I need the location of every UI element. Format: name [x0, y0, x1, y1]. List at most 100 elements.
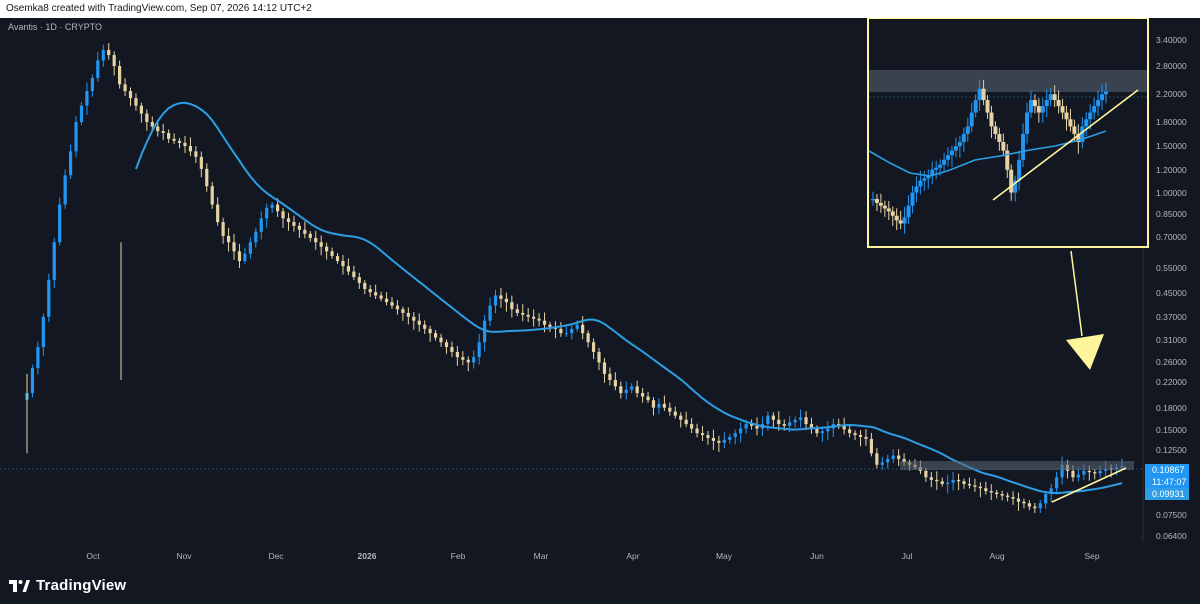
- candle-body: [771, 415, 775, 420]
- candle-body: [417, 320, 421, 325]
- candle-body: [68, 151, 73, 176]
- candle-body: [363, 282, 367, 290]
- candle-body: [717, 440, 721, 443]
- inset-candle-body: [1068, 119, 1073, 127]
- candle-body: [379, 295, 383, 299]
- candle-body: [956, 479, 961, 482]
- candle-body: [869, 438, 874, 454]
- inset-candle-body: [977, 88, 982, 101]
- inset-candle-body: [1021, 133, 1026, 160]
- y-tick-label: 1.00000: [1156, 188, 1187, 198]
- inset-candle-body: [1044, 100, 1049, 107]
- time-axis[interactable]: Oct Nov Dec 2026 Feb Mar Apr May Jun Jul Aug Sep: [86, 551, 1099, 561]
- candle-body: [439, 337, 443, 343]
- inset-candle-body: [1032, 100, 1037, 107]
- y-tick-label: 1.80000: [1156, 117, 1187, 127]
- y-tick-label: 0.22000: [1156, 377, 1187, 387]
- candle-body: [1005, 495, 1010, 498]
- candle-body: [564, 333, 568, 335]
- inset-resistance-zone: [869, 70, 1147, 92]
- inset-candle-body: [930, 169, 935, 176]
- candle-body: [314, 237, 318, 243]
- price-axis[interactable]: 3.40000 2.80000 2.20000 1.80000 1.50000 1.200…: [1156, 35, 1187, 541]
- candle-body: [172, 138, 176, 141]
- candle-body: [412, 316, 416, 321]
- candle-body: [1098, 470, 1102, 474]
- candle-body: [646, 396, 650, 401]
- candle-body: [1027, 503, 1031, 507]
- inset-candle-body: [1088, 112, 1093, 120]
- y-tick-label: 1.50000: [1156, 141, 1187, 151]
- price-chart[interactable]: Avantis · 1D · CRYPTO 3.40000 2.80000 2.20…: [0, 18, 1200, 568]
- candle-body: [79, 105, 84, 123]
- candle-body: [248, 242, 252, 254]
- candle-body: [804, 417, 808, 425]
- candle-body: [330, 251, 334, 257]
- candle-body: [679, 415, 683, 420]
- candle-body: [902, 458, 906, 463]
- footer: TradingView: [0, 568, 1200, 604]
- candle-body: [205, 168, 209, 187]
- candle-body: [134, 98, 138, 106]
- candle-body: [597, 351, 601, 363]
- inset-candle-body: [894, 215, 899, 221]
- candle-body: [450, 346, 454, 352]
- candle-body: [319, 242, 323, 247]
- candle-body: [281, 211, 285, 219]
- inset-candle-body: [874, 198, 879, 203]
- candle-body: [591, 342, 596, 352]
- inset-candle-body: [890, 211, 895, 216]
- candle-body: [139, 105, 144, 114]
- candle-body: [886, 458, 890, 463]
- candle-body: [455, 351, 459, 358]
- inset-candle-body: [871, 198, 875, 201]
- candle-body: [1087, 470, 1091, 473]
- inset-candle-body: [1104, 91, 1108, 95]
- candle-body: [521, 312, 525, 315]
- candle-body: [499, 295, 503, 299]
- inset-candle-body: [969, 112, 974, 127]
- y-tick-label: 2.80000: [1156, 61, 1187, 71]
- x-tick-label: Jul: [902, 551, 913, 561]
- candle-body: [739, 428, 743, 434]
- candle-body: [341, 261, 345, 267]
- candle-body: [493, 295, 498, 306]
- x-tick-label: Dec: [268, 551, 284, 561]
- inset-candle-body: [1096, 100, 1101, 107]
- inset-candle-body: [1092, 106, 1097, 113]
- candle-body: [303, 229, 307, 234]
- inset-candle-body: [1013, 180, 1018, 193]
- inset-candle-body: [914, 186, 919, 193]
- candle-body: [265, 207, 269, 219]
- candle-body: [85, 91, 89, 106]
- candle-body: [924, 470, 928, 478]
- inset-candle-body: [910, 192, 915, 206]
- x-tick-label: Apr: [626, 551, 639, 561]
- candle-body: [1011, 497, 1015, 499]
- inset-moving-average: [868, 130, 1107, 177]
- candle-body: [433, 333, 438, 338]
- candle-body: [423, 324, 427, 329]
- candle-body: [472, 357, 476, 363]
- candle-body: [30, 368, 35, 394]
- candle-body: [581, 324, 585, 334]
- candle-body: [940, 481, 944, 484]
- candle-body: [1000, 494, 1004, 496]
- y-tick-label: 0.31000: [1156, 335, 1187, 345]
- candle-body: [635, 386, 639, 394]
- inset-candle-body: [1001, 142, 1006, 151]
- inset-candle-body: [906, 205, 911, 218]
- inset-candle-body: [1060, 106, 1065, 113]
- last-price-tag: [1145, 464, 1189, 476]
- candle-body: [259, 218, 263, 232]
- inset-candle-body: [1028, 100, 1033, 113]
- tradingview-logo[interactable]: TradingView: [8, 576, 126, 594]
- inset-candle-body: [902, 217, 907, 224]
- candle-body: [368, 289, 372, 293]
- y-tick-label: 0.70000: [1156, 232, 1187, 242]
- chart-caption: Osemka8 created with TradingView.com, Se…: [6, 3, 312, 14]
- inset-candle-body: [1056, 100, 1061, 107]
- y-tick-label: 2.20000: [1156, 89, 1187, 99]
- candle-body: [788, 422, 792, 426]
- candle-body: [216, 204, 220, 223]
